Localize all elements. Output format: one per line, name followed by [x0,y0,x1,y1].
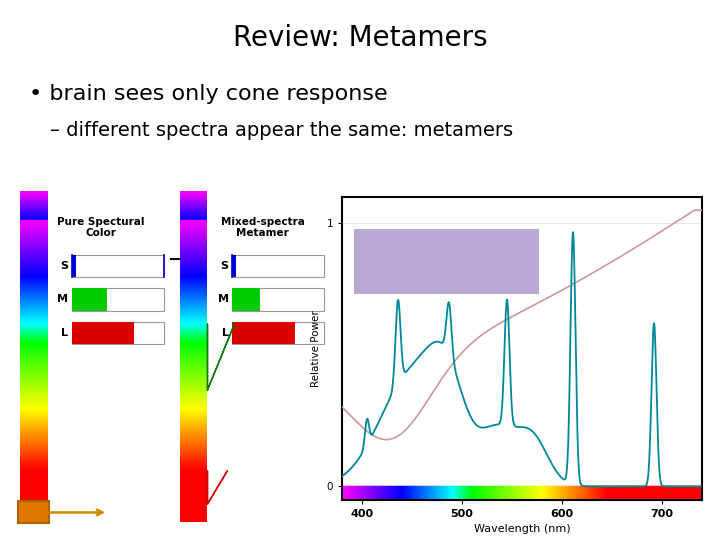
Y-axis label: Relative Power: Relative Power [311,310,321,387]
Text: Review: Metamers: Review: Metamers [233,24,487,52]
Text: – different spectra appear the same: metamers: – different spectra appear the same: met… [50,122,513,140]
Bar [72,288,107,310]
Text: S: S [220,261,229,272]
Bar [232,288,260,310]
Bar [354,228,539,294]
Text: L: L [61,328,68,338]
Bar [18,502,49,523]
Bar [232,255,236,278]
Text: L: L [222,328,229,338]
Text: Pure Spectural
Color: Pure Spectural Color [57,217,145,239]
Bar [72,255,76,278]
Text: • brain sees only cone response: • brain sees only cone response [29,84,387,104]
Bar [72,321,164,343]
Bar [72,321,135,343]
Text: M: M [58,294,68,305]
Bar [72,288,164,310]
Text: S: S [60,261,68,272]
Bar [232,321,294,343]
Bar [232,288,324,310]
Text: Mixed-spectra
Metamer: Mixed-spectra Metamer [221,217,305,239]
Bar [232,255,324,278]
Bar [72,255,164,278]
Text: M: M [217,294,229,305]
Bar [232,321,324,343]
X-axis label: Wavelength (nm): Wavelength (nm) [474,524,570,534]
